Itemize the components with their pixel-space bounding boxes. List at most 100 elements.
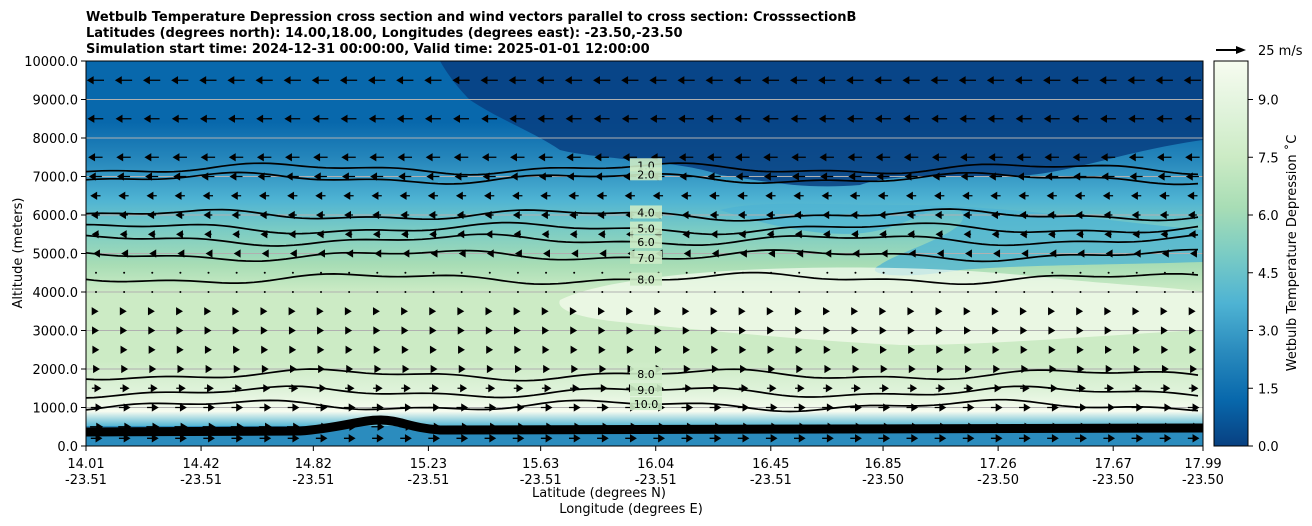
wind-vector [432, 271, 435, 274]
wind-vector [963, 307, 971, 316]
wind-vector [964, 326, 971, 335]
wind-vector [935, 326, 943, 335]
wind-vector [654, 345, 662, 354]
wind-vector [1019, 403, 1031, 412]
wind-vector [480, 76, 498, 85]
x-axis-label-lon: Longitude (degrees E) [559, 502, 703, 517]
contour-label-bg [630, 397, 662, 411]
colorbar-tick-label: 4.5 [1258, 267, 1279, 282]
wind-vector [930, 76, 948, 85]
wind-vector [287, 434, 300, 443]
wind-vector [599, 249, 607, 258]
wind-vector [404, 291, 407, 293]
wind-vector [735, 153, 750, 162]
wind-vector [626, 345, 634, 354]
wind-vector [116, 153, 131, 162]
wind-vector [400, 403, 412, 412]
wind-vector [958, 76, 976, 85]
wind-vector [261, 345, 269, 354]
wind-vector [1104, 307, 1112, 316]
moist-tongue [720, 203, 1203, 276]
wind-vector [850, 434, 862, 443]
wind-vector [255, 76, 273, 85]
wind-vector [91, 230, 100, 239]
wind-vector [344, 230, 353, 239]
wind-vector [93, 249, 100, 258]
wind-vector [260, 230, 268, 239]
wind-vector [598, 345, 606, 354]
wind-vector [88, 153, 103, 162]
wind-vector [1187, 191, 1198, 200]
wind-vector [993, 364, 1001, 374]
contour-label: 8.0 [637, 368, 655, 381]
wind-vector [259, 434, 272, 443]
wind-vector [458, 364, 466, 374]
wind-vector [343, 434, 356, 443]
wind-vector [514, 249, 522, 258]
wind-vector [457, 326, 465, 335]
wind-vector [456, 434, 469, 443]
wind-vector [118, 434, 131, 443]
wind-vector [512, 403, 525, 412]
wind-vector [1185, 172, 1199, 181]
wind-vector [119, 210, 128, 220]
contour-label-bg [630, 366, 662, 380]
wind-vector [430, 364, 438, 374]
wind-vector [231, 210, 241, 220]
wind-vector [372, 230, 381, 239]
wind-vector [851, 345, 859, 354]
wind-vector [288, 230, 296, 239]
wind-vector [429, 384, 439, 393]
y-tick-label: 8000.0 [33, 132, 79, 147]
wind-vector [515, 364, 522, 374]
wind-vector [312, 114, 329, 123]
chart-title-line-2: Latitudes (degrees north): 14.00,18.00, … [86, 26, 683, 41]
wind-vector [682, 307, 690, 316]
wind-vector [429, 230, 437, 239]
wind-vector [822, 434, 834, 443]
chart-title-line-3: Simulation start time: 2024-12-31 00:00:… [86, 42, 650, 57]
wind-vector [424, 114, 441, 123]
wind-vector [601, 271, 604, 274]
wind-vector [1046, 191, 1057, 200]
wind-vector [766, 384, 777, 393]
wind-vector [734, 114, 751, 123]
wind-vector [879, 345, 887, 354]
wind-vector [397, 153, 413, 162]
wind-vector [854, 271, 857, 274]
wind-vector [259, 403, 272, 412]
wind-vector [706, 153, 722, 162]
wind-vector [175, 210, 185, 220]
wind-vector [995, 291, 998, 293]
wind-vector [569, 307, 577, 316]
wind-vector [852, 249, 860, 258]
wind-vector [346, 364, 354, 374]
wind-vector [709, 403, 722, 412]
wind-vector [570, 384, 580, 393]
wind-vector [597, 230, 606, 239]
wind-vector [990, 434, 1003, 443]
wind-vector [233, 364, 241, 374]
wind-vector [396, 76, 414, 85]
wind-vector [571, 364, 579, 374]
wind-vector [343, 191, 354, 200]
wind-vector [850, 210, 860, 220]
wind-vector [452, 76, 470, 85]
wind-vector [259, 210, 269, 220]
wind-vector [1159, 434, 1172, 443]
wind-vector [115, 114, 132, 123]
wind-vector [878, 434, 891, 443]
wind-vector [1128, 153, 1144, 162]
wind-vector [880, 249, 888, 258]
wind-vector [372, 307, 380, 316]
wind-vector [428, 210, 438, 220]
wind-vector [741, 291, 744, 293]
wind-vector [879, 384, 890, 393]
wind-vector [1132, 384, 1143, 393]
wind-vector [908, 249, 916, 258]
wind-vector [683, 364, 691, 374]
wind-vector [91, 384, 102, 393]
wind-vector [738, 326, 746, 335]
wind-vector [1079, 271, 1082, 274]
wind-vector [287, 403, 300, 412]
